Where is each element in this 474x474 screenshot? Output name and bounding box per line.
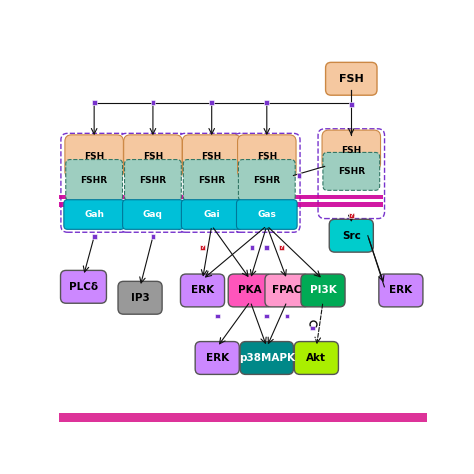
Bar [297,173,301,178]
Text: Gai: Gai [203,210,220,219]
FancyBboxPatch shape [234,133,300,232]
Bar [279,245,284,250]
Text: FSHR: FSHR [198,176,225,185]
Bar [349,213,354,218]
FancyBboxPatch shape [379,274,423,307]
FancyBboxPatch shape [181,274,225,307]
Bar [59,195,383,199]
Text: ERK: ERK [206,353,229,363]
Bar [264,100,269,105]
FancyBboxPatch shape [228,274,272,307]
FancyBboxPatch shape [318,129,384,219]
Text: ?: ? [201,245,204,250]
FancyBboxPatch shape [237,200,297,229]
Text: Gaq: Gaq [143,210,163,219]
Text: FSH: FSH [341,146,361,155]
FancyBboxPatch shape [119,133,186,232]
FancyBboxPatch shape [326,63,377,95]
Text: PI3K: PI3K [310,285,337,295]
FancyBboxPatch shape [125,160,181,201]
FancyBboxPatch shape [329,219,374,252]
Bar [264,245,269,250]
Bar [200,245,205,250]
FancyBboxPatch shape [66,160,122,201]
Bar [264,314,269,319]
FancyBboxPatch shape [124,135,182,178]
Bar [151,100,155,105]
Text: ?: ? [280,245,283,250]
Text: ERK: ERK [191,285,214,295]
Text: PKA: PKA [238,285,262,295]
Bar [250,245,255,250]
FancyBboxPatch shape [195,342,239,374]
Text: FSH: FSH [201,152,222,161]
Text: FPAC: FPAC [273,285,301,295]
FancyBboxPatch shape [301,274,345,307]
FancyBboxPatch shape [322,130,381,170]
FancyBboxPatch shape [237,135,296,178]
FancyBboxPatch shape [240,342,293,374]
Text: FSHR: FSHR [139,176,166,185]
FancyBboxPatch shape [183,160,240,201]
Bar [210,100,214,105]
FancyBboxPatch shape [182,135,241,178]
Bar [284,314,290,319]
FancyBboxPatch shape [61,270,107,303]
Bar [349,102,354,107]
FancyBboxPatch shape [182,200,242,229]
Text: FSH: FSH [339,74,364,84]
Text: Src: Src [342,231,361,241]
Bar [59,202,383,207]
Text: Gah: Gah [84,210,104,219]
Text: FSHR: FSHR [253,176,280,185]
Text: PLCδ: PLCδ [69,282,98,292]
Text: FSH: FSH [257,152,277,161]
Bar [59,413,427,422]
FancyBboxPatch shape [64,200,125,229]
Bar [215,314,219,319]
Text: Gas: Gas [257,210,276,219]
Bar [151,234,155,239]
FancyBboxPatch shape [238,160,295,201]
FancyBboxPatch shape [294,342,338,374]
Text: FSH: FSH [84,152,104,161]
Text: ?: ? [349,213,353,218]
FancyBboxPatch shape [323,153,380,191]
FancyBboxPatch shape [65,135,123,178]
Text: Akt: Akt [306,353,327,363]
Text: p38MAPK: p38MAPK [239,353,295,363]
Text: FSHR: FSHR [338,167,365,176]
FancyBboxPatch shape [123,200,183,229]
FancyBboxPatch shape [61,133,128,232]
Text: FSH: FSH [143,152,163,161]
FancyBboxPatch shape [118,282,162,314]
Bar [92,100,97,105]
Text: ERK: ERK [389,285,412,295]
Text: FSHR: FSHR [81,176,108,185]
FancyBboxPatch shape [265,274,309,307]
Bar [310,326,315,330]
Text: IP3: IP3 [131,293,149,303]
FancyBboxPatch shape [178,133,245,232]
Bar [92,234,97,239]
